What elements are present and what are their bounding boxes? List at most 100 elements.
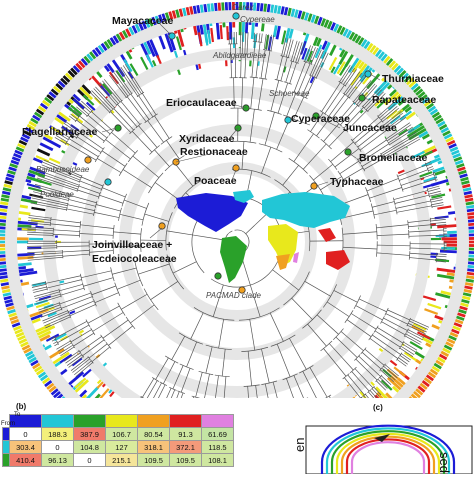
branch-line <box>306 399 316 421</box>
label-ecdeiocoleaceae: Ecdeiocoleaceae <box>92 253 177 265</box>
branch-arc <box>258 42 262 43</box>
branch-line <box>255 439 256 451</box>
tip-mark <box>341 405 349 417</box>
tip-mark <box>363 400 372 411</box>
tip-mark <box>243 443 244 474</box>
label-flagellariaceae: Flagellariaceae <box>22 126 97 138</box>
tip-mark <box>270 442 272 456</box>
tip-mark <box>327 410 334 422</box>
node-marker <box>105 179 111 185</box>
branch-arc <box>287 432 291 433</box>
matrix-cell: 80.54 <box>138 428 170 441</box>
branch-arc <box>151 408 155 410</box>
matrix-column-color <box>138 415 170 428</box>
branch-line <box>259 442 260 451</box>
tip-mark <box>272 433 274 447</box>
branch-arc <box>321 139 332 149</box>
tip-mark <box>296 457 301 473</box>
branch-line <box>364 396 371 404</box>
branch-line <box>274 432 277 448</box>
node-marker <box>85 157 91 163</box>
tip-mark <box>249 449 251 474</box>
branch-arc <box>211 258 279 287</box>
branch-arc <box>282 433 286 434</box>
node-marker <box>233 13 239 19</box>
matrix-cell: 0 <box>74 454 106 467</box>
branch-line <box>437 256 447 257</box>
branch-arc <box>211 404 219 405</box>
branch-line <box>121 101 140 124</box>
matrix-cell: 0 <box>10 428 42 441</box>
label-cypereae: Cypereae <box>240 15 275 24</box>
matrix-column-color <box>170 415 202 428</box>
branch-line <box>271 433 274 449</box>
branch-line <box>292 298 313 320</box>
label-bromeliaceae: Bromeliaceae <box>359 152 427 164</box>
tip-mark <box>31 208 45 210</box>
tip-mark <box>321 409 327 422</box>
matrix-column-color <box>42 415 74 428</box>
matrix-cell: 215.1 <box>106 454 138 467</box>
branch-line <box>322 82 341 111</box>
label-pooideae: Pooideae <box>40 190 74 199</box>
branch-arc <box>80 221 81 229</box>
label-mayacaceae: Mayacaceae <box>112 15 173 27</box>
branch-arc <box>200 398 208 400</box>
tip-mark <box>351 405 359 416</box>
tip-mark <box>279 425 282 439</box>
branch-line <box>432 202 444 204</box>
branch-arc <box>255 415 264 416</box>
matrix-cell: 303.4 <box>10 441 42 454</box>
label-eriocaulaceae: Eriocaulaceae <box>166 97 237 109</box>
branch-line <box>253 439 254 451</box>
branch-line <box>320 401 332 424</box>
branch-arc <box>275 406 283 408</box>
branch-line <box>53 234 79 235</box>
branch-line <box>282 406 289 432</box>
branch-line <box>436 180 438 181</box>
panel-c-right-text: sed <box>437 452 452 473</box>
branch-line <box>250 319 255 350</box>
branch-arc <box>258 441 262 442</box>
branch-arc <box>263 441 267 442</box>
label-cyperaceae: Cyperaceae <box>291 113 350 125</box>
matrix-from-label: From <box>1 421 15 427</box>
branch-arc <box>354 296 361 309</box>
tip-mark <box>221 25 222 39</box>
branch-line <box>142 379 153 398</box>
matrix-cell: 127 <box>106 441 138 454</box>
branch-line <box>431 219 446 221</box>
tip-mark <box>274 446 280 474</box>
label-bambusoideae: Bambusoideae <box>36 165 90 174</box>
branch-arc <box>126 317 135 329</box>
tip-mark <box>262 452 265 474</box>
branch-line <box>262 441 263 450</box>
branch-line <box>250 439 251 451</box>
tip-mark <box>250 422 251 436</box>
branch-line <box>302 400 311 423</box>
branch-line <box>257 416 260 442</box>
tip-mark <box>256 449 259 474</box>
tip-mark <box>419 172 432 177</box>
branch-line <box>68 301 94 312</box>
tip-mark <box>252 444 255 474</box>
label-carex: Carex <box>232 3 254 12</box>
tip-mark <box>428 304 441 308</box>
tip-mark <box>401 399 410 408</box>
branch-arc <box>302 433 306 435</box>
branch-line <box>397 359 406 366</box>
branch-line <box>248 417 249 440</box>
branch-line <box>192 235 225 240</box>
branch-line <box>398 358 407 365</box>
branch-line <box>72 359 89 373</box>
branch-arc <box>328 159 337 170</box>
matrix-cell: 109.5 <box>170 454 202 467</box>
branch-arc <box>220 405 228 406</box>
branch-line <box>277 407 283 434</box>
matrix-cell: 0 <box>42 441 74 454</box>
branch-line <box>191 313 204 340</box>
branch-arc <box>149 145 159 154</box>
